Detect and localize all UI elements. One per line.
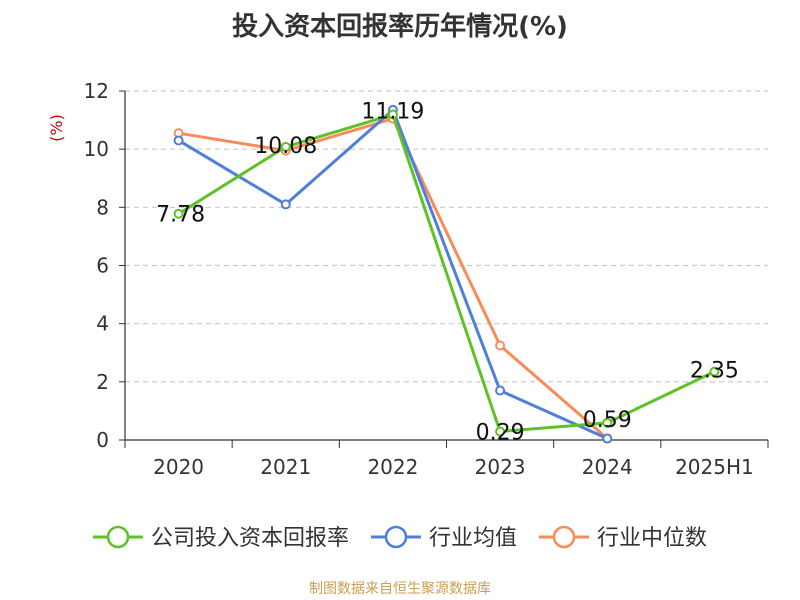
legend-item: 行业均值 (371, 525, 517, 551)
data-point (709, 366, 720, 377)
y-tick-label: 0 (96, 428, 109, 452)
data-point (602, 433, 613, 444)
series-line (178, 117, 609, 440)
legend-marker-icon (106, 525, 130, 549)
data-label: 7.78 (156, 203, 205, 228)
series-line (177, 113, 716, 434)
data-point (173, 208, 184, 219)
data-label: 0.29 (476, 421, 525, 446)
legend-item: 公司投入资本回报率 (93, 525, 349, 551)
source-note: 制图数据来自恒生聚源数据库 (309, 581, 491, 597)
x-tick-label: 2020 (153, 455, 204, 479)
data-label: 0.59 (583, 408, 632, 433)
y-tick-label: 12 (84, 79, 109, 103)
data-point (495, 426, 506, 437)
data-point (495, 340, 506, 351)
data-label: 10.08 (254, 134, 317, 159)
data-point (602, 417, 613, 428)
legend-label: 行业中位数 (597, 526, 707, 551)
legend-marker-icon (552, 525, 576, 549)
data-point (280, 199, 291, 210)
x-tick-label: 2025H1 (675, 455, 754, 479)
legend-label: 公司投入资本回报率 (151, 526, 349, 551)
data-point (495, 385, 506, 396)
legend-item: 行业中位数 (539, 525, 707, 551)
data-label: 2.35 (690, 359, 739, 384)
data-point (280, 141, 291, 152)
series-line (177, 108, 608, 440)
y-tick-label: 8 (96, 195, 109, 219)
legend-label: 行业均值 (429, 526, 517, 551)
data-point (387, 109, 398, 120)
x-tick-label: 2023 (475, 455, 526, 479)
y-tick-label: 2 (96, 370, 109, 394)
legend: 公司投入资本回报率 行业均值 行业中位数 (93, 525, 707, 551)
chart-title: 投入资本回报率历年情况(%) (232, 12, 568, 42)
y-tick-label: 6 (96, 254, 109, 278)
y-axis-label: (%) (47, 114, 66, 142)
y-tick-label: 10 (84, 137, 109, 161)
x-tick-label: 2022 (367, 455, 418, 479)
x-tick-label: 2021 (260, 455, 311, 479)
series-lines (173, 104, 720, 444)
legend-marker-icon (384, 525, 408, 549)
data-point (173, 135, 184, 146)
data-label: 11.19 (361, 100, 424, 125)
data-labels: 7.78 10.08 11.19 0.29 0.59 2.35 (156, 100, 739, 446)
grid-lines (125, 90, 768, 383)
x-tick-label: 2024 (582, 455, 633, 479)
axes: 0 2 4 6 8 10 12 2020 2021 2022 2023 2024 2025H1 (%) (47, 79, 769, 479)
y-tick-label: 4 (96, 312, 109, 336)
